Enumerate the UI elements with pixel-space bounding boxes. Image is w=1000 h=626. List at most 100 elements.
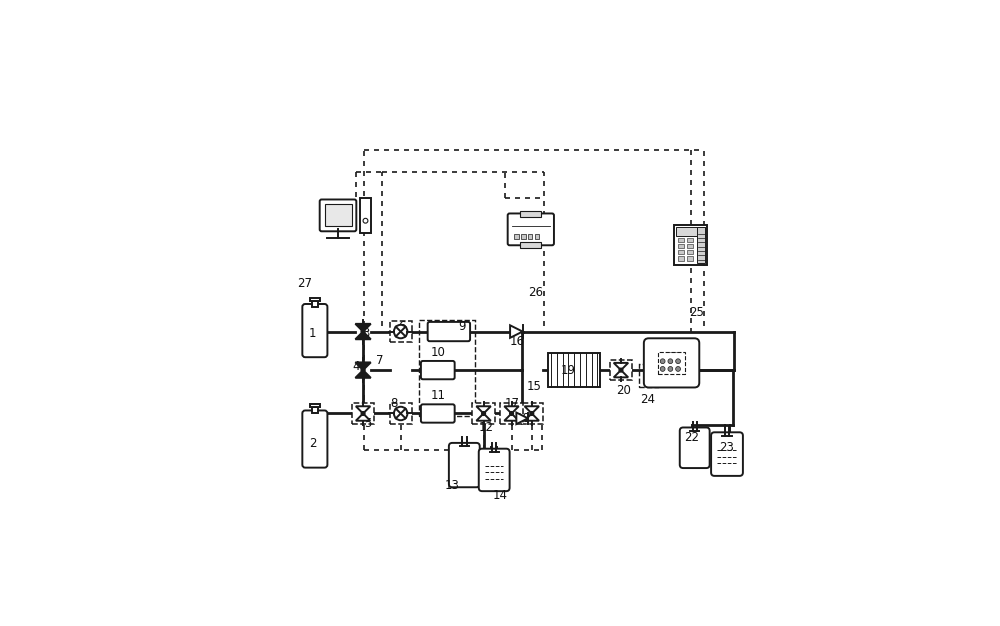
Circle shape (668, 367, 673, 371)
Text: 12: 12 (478, 421, 493, 434)
Text: 4: 4 (352, 360, 360, 373)
FancyBboxPatch shape (320, 200, 356, 231)
Polygon shape (355, 362, 371, 370)
Polygon shape (614, 363, 628, 370)
Circle shape (363, 218, 368, 223)
FancyBboxPatch shape (508, 213, 554, 245)
Bar (521, 233, 526, 240)
Bar (697, 227, 705, 263)
FancyBboxPatch shape (421, 361, 455, 379)
Polygon shape (510, 326, 523, 338)
Text: 16: 16 (510, 335, 525, 347)
FancyBboxPatch shape (644, 338, 699, 387)
Bar (312, 407, 318, 413)
Bar (678, 237, 684, 242)
Text: 11: 11 (430, 389, 445, 402)
Text: 20: 20 (616, 384, 631, 398)
Polygon shape (355, 324, 371, 332)
Bar (514, 233, 519, 240)
Bar (310, 298, 320, 301)
Bar (419, 321, 475, 416)
Text: 22: 22 (684, 431, 699, 444)
Bar (325, 204, 352, 227)
Circle shape (361, 412, 365, 415)
Circle shape (394, 407, 407, 420)
Bar (678, 244, 684, 248)
FancyBboxPatch shape (302, 304, 327, 357)
Bar (352, 403, 374, 424)
Bar (521, 403, 543, 424)
Text: 23: 23 (720, 441, 734, 454)
Polygon shape (525, 406, 539, 414)
FancyBboxPatch shape (711, 433, 743, 476)
FancyBboxPatch shape (680, 428, 710, 468)
Bar (676, 227, 705, 235)
Circle shape (676, 367, 680, 371)
Bar (687, 244, 693, 248)
FancyBboxPatch shape (421, 404, 455, 423)
Bar (678, 250, 684, 254)
Text: 5: 5 (364, 417, 372, 429)
Text: 9: 9 (458, 321, 466, 333)
Text: 27: 27 (297, 277, 312, 290)
Text: 14: 14 (493, 489, 508, 502)
Circle shape (361, 330, 365, 333)
Polygon shape (356, 414, 370, 421)
Bar (687, 257, 693, 260)
Text: 2: 2 (309, 438, 316, 450)
Text: 3: 3 (362, 327, 369, 339)
Circle shape (482, 412, 485, 415)
Text: 21: 21 (666, 351, 681, 364)
Text: 7: 7 (376, 354, 384, 367)
Text: 10: 10 (430, 346, 445, 359)
Circle shape (394, 325, 407, 338)
Text: 8: 8 (391, 398, 398, 411)
Text: 24: 24 (640, 393, 655, 406)
Bar (658, 352, 685, 374)
Circle shape (510, 412, 513, 415)
Bar (500, 403, 523, 424)
Text: 18: 18 (516, 412, 531, 425)
Circle shape (660, 367, 665, 371)
Bar (390, 321, 412, 342)
Bar (390, 403, 412, 424)
Text: 6: 6 (398, 321, 405, 333)
Circle shape (361, 369, 365, 372)
Circle shape (676, 359, 680, 364)
Circle shape (530, 412, 533, 415)
Polygon shape (525, 414, 539, 421)
FancyBboxPatch shape (449, 443, 480, 487)
Polygon shape (355, 332, 371, 339)
FancyBboxPatch shape (428, 322, 470, 341)
Bar (312, 301, 318, 307)
Bar (360, 198, 371, 233)
FancyBboxPatch shape (479, 449, 510, 491)
Circle shape (619, 369, 623, 372)
Polygon shape (356, 406, 370, 414)
Text: 17: 17 (505, 398, 520, 411)
Text: 15: 15 (527, 379, 542, 393)
Bar (528, 233, 532, 240)
Polygon shape (476, 414, 491, 421)
Text: 1: 1 (309, 327, 316, 339)
Polygon shape (355, 370, 371, 378)
Bar (674, 225, 707, 265)
Bar (639, 364, 658, 387)
Bar (678, 257, 684, 260)
Bar (687, 250, 693, 254)
Polygon shape (476, 406, 491, 414)
Text: 13: 13 (445, 480, 460, 492)
Bar (610, 360, 632, 380)
Bar (520, 242, 541, 248)
Polygon shape (516, 413, 528, 424)
Bar (472, 403, 495, 424)
Circle shape (660, 359, 665, 364)
Circle shape (668, 359, 673, 364)
Bar (687, 237, 693, 242)
Bar (520, 210, 541, 217)
Polygon shape (504, 406, 519, 414)
Bar (548, 353, 600, 387)
Polygon shape (504, 414, 519, 421)
Text: 25: 25 (689, 305, 704, 319)
Text: 19: 19 (560, 364, 575, 377)
